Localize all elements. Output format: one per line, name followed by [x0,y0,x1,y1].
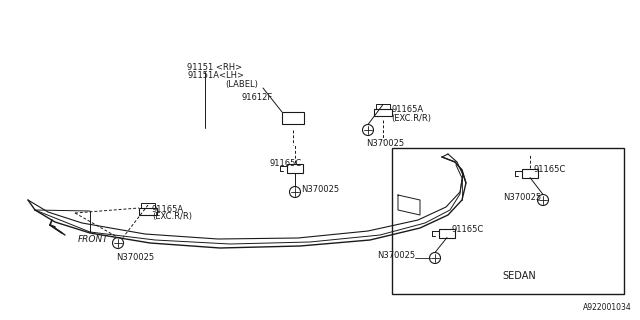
Text: A922001034: A922001034 [583,303,632,312]
Bar [376,103,390,108]
Bar [139,207,157,214]
Bar [141,203,155,207]
Bar [439,228,455,237]
Text: 91151A<LH>: 91151A<LH> [187,71,244,81]
Text: 91165C: 91165C [269,159,301,169]
Text: 91165C: 91165C [534,164,566,173]
Text: 91151 <RH>: 91151 <RH> [187,63,242,73]
Text: 91165A: 91165A [391,106,423,115]
Text: N370025: N370025 [503,194,541,203]
Text: N370025: N370025 [301,186,339,195]
Text: N370025: N370025 [116,252,154,261]
Text: N370025: N370025 [377,252,415,260]
Text: (EXC.R/R): (EXC.R/R) [391,114,431,123]
Text: SEDAN: SEDAN [502,271,536,281]
Text: 91165C: 91165C [451,226,483,235]
Bar [287,164,303,172]
Text: (LABEL): (LABEL) [225,79,258,89]
Text: 91165A: 91165A [152,204,184,213]
Text: (EXC.R/R): (EXC.R/R) [152,212,192,221]
Bar [392,148,624,294]
Text: FRONT: FRONT [78,235,109,244]
Text: 91612F: 91612F [241,93,272,102]
Text: N370025: N370025 [366,139,404,148]
Bar [282,112,304,124]
Bar [522,169,538,178]
Bar [374,108,392,116]
